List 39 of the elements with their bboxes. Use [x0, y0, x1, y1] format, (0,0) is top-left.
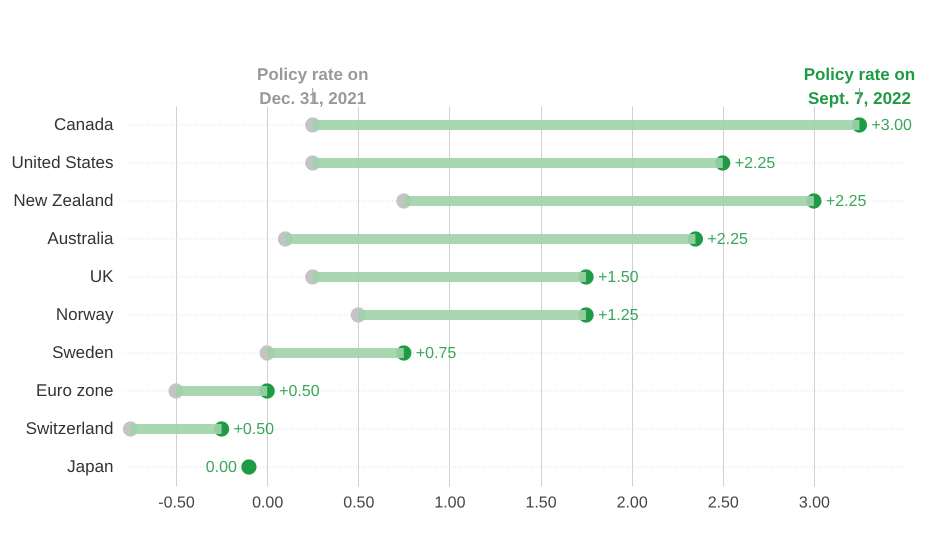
bar: [176, 386, 268, 396]
data-label: +0.50: [234, 421, 274, 438]
bar: [358, 310, 586, 320]
y-tick-label: UK: [90, 267, 114, 286]
data-label: +0.50: [279, 383, 320, 400]
y-tick-label: United States: [11, 153, 114, 172]
annotation: 0.00: [206, 459, 238, 476]
x-tick-label: 2.00: [616, 494, 648, 512]
bar: [312, 158, 723, 168]
x-tick-label: 0.50: [343, 494, 374, 512]
y-tick-label: New Zealand: [13, 191, 114, 210]
data-label: +1.25: [598, 307, 639, 324]
data-label: +2.25: [826, 193, 866, 210]
series-label: Policy rate on Dec. 31, 2021: [256, 65, 368, 108]
y-tick-label: Euro zone: [36, 381, 114, 400]
y-tick-label: Switzerland: [26, 419, 114, 438]
x-tick-label: 1.50: [525, 494, 557, 512]
data-label: +3.00: [871, 117, 912, 134]
y-tick-label: Norway: [56, 305, 114, 324]
bar: [285, 234, 696, 244]
bar: [267, 348, 404, 358]
point: [241, 459, 257, 475]
y-tick-label: Japan: [67, 457, 114, 476]
x-tick-label: 0.00: [252, 494, 284, 512]
x-tick-label: 2.50: [708, 494, 739, 512]
x-tick-label: 3.00: [798, 494, 830, 512]
y-tick-label: Canada: [54, 115, 114, 134]
y-tick-label: Sweden: [52, 343, 114, 362]
data-label: +2.25: [734, 155, 776, 172]
y-tick-label: Australia: [47, 229, 114, 248]
data-label: +0.75: [416, 345, 456, 362]
x-tick-label: -0.50: [158, 494, 195, 512]
bar: [312, 272, 586, 282]
data-label: +2.25: [707, 231, 748, 248]
x-tick-label: 1.00: [434, 494, 466, 512]
bar: [404, 196, 814, 206]
data-label: +1.50: [598, 269, 639, 286]
bar: [130, 424, 222, 434]
bar: [312, 120, 860, 130]
